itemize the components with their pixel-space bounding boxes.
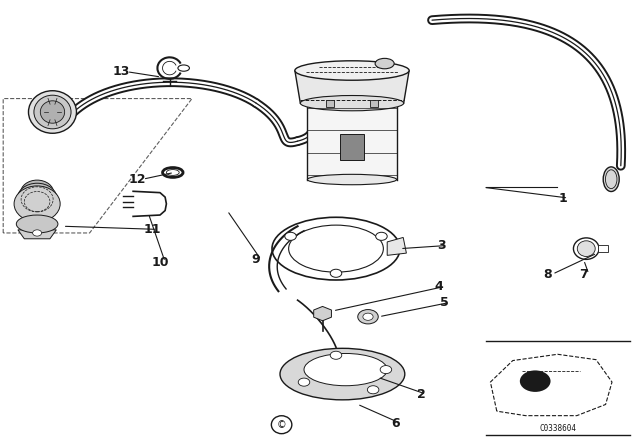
Ellipse shape <box>20 180 54 206</box>
Bar <box>307 103 397 180</box>
Ellipse shape <box>280 349 405 400</box>
Text: 1: 1 <box>559 191 568 205</box>
Text: 6: 6 <box>391 417 400 430</box>
Ellipse shape <box>17 215 58 233</box>
Text: 2: 2 <box>417 388 426 401</box>
Ellipse shape <box>603 167 619 192</box>
Bar <box>598 245 608 252</box>
Ellipse shape <box>307 174 397 185</box>
Circle shape <box>363 313 373 320</box>
Ellipse shape <box>573 238 599 259</box>
Polygon shape <box>295 70 409 103</box>
Ellipse shape <box>375 58 394 69</box>
Ellipse shape <box>289 225 383 272</box>
Circle shape <box>376 232 387 240</box>
Ellipse shape <box>17 183 57 214</box>
Circle shape <box>380 366 392 374</box>
Text: 7: 7 <box>579 267 588 281</box>
Ellipse shape <box>14 186 60 222</box>
Circle shape <box>298 378 310 386</box>
Ellipse shape <box>272 217 400 280</box>
Circle shape <box>358 310 378 324</box>
Circle shape <box>367 386 379 394</box>
Bar <box>326 99 333 107</box>
Ellipse shape <box>295 61 409 80</box>
Polygon shape <box>18 230 56 239</box>
Ellipse shape <box>304 353 387 386</box>
Ellipse shape <box>34 95 71 129</box>
Text: ©: © <box>276 420 287 430</box>
Bar <box>340 134 364 160</box>
Polygon shape <box>387 237 406 255</box>
Text: 9: 9 <box>252 253 260 267</box>
Text: C0338604: C0338604 <box>540 424 577 433</box>
Circle shape <box>33 230 42 236</box>
Ellipse shape <box>40 101 65 123</box>
Text: 12: 12 <box>129 172 147 186</box>
Text: 11: 11 <box>143 223 161 236</box>
Ellipse shape <box>29 90 77 134</box>
Text: 5: 5 <box>440 296 449 309</box>
Ellipse shape <box>300 95 404 111</box>
Circle shape <box>330 351 342 359</box>
Circle shape <box>520 370 550 392</box>
Text: 4: 4 <box>434 280 443 293</box>
Bar <box>371 99 378 107</box>
Text: 10: 10 <box>151 255 169 269</box>
Text: 13: 13 <box>113 65 131 78</box>
Text: 8: 8 <box>543 267 552 281</box>
Ellipse shape <box>178 65 189 71</box>
Circle shape <box>330 269 342 277</box>
Circle shape <box>285 232 296 240</box>
Ellipse shape <box>577 241 595 256</box>
Text: 3: 3 <box>437 239 446 252</box>
